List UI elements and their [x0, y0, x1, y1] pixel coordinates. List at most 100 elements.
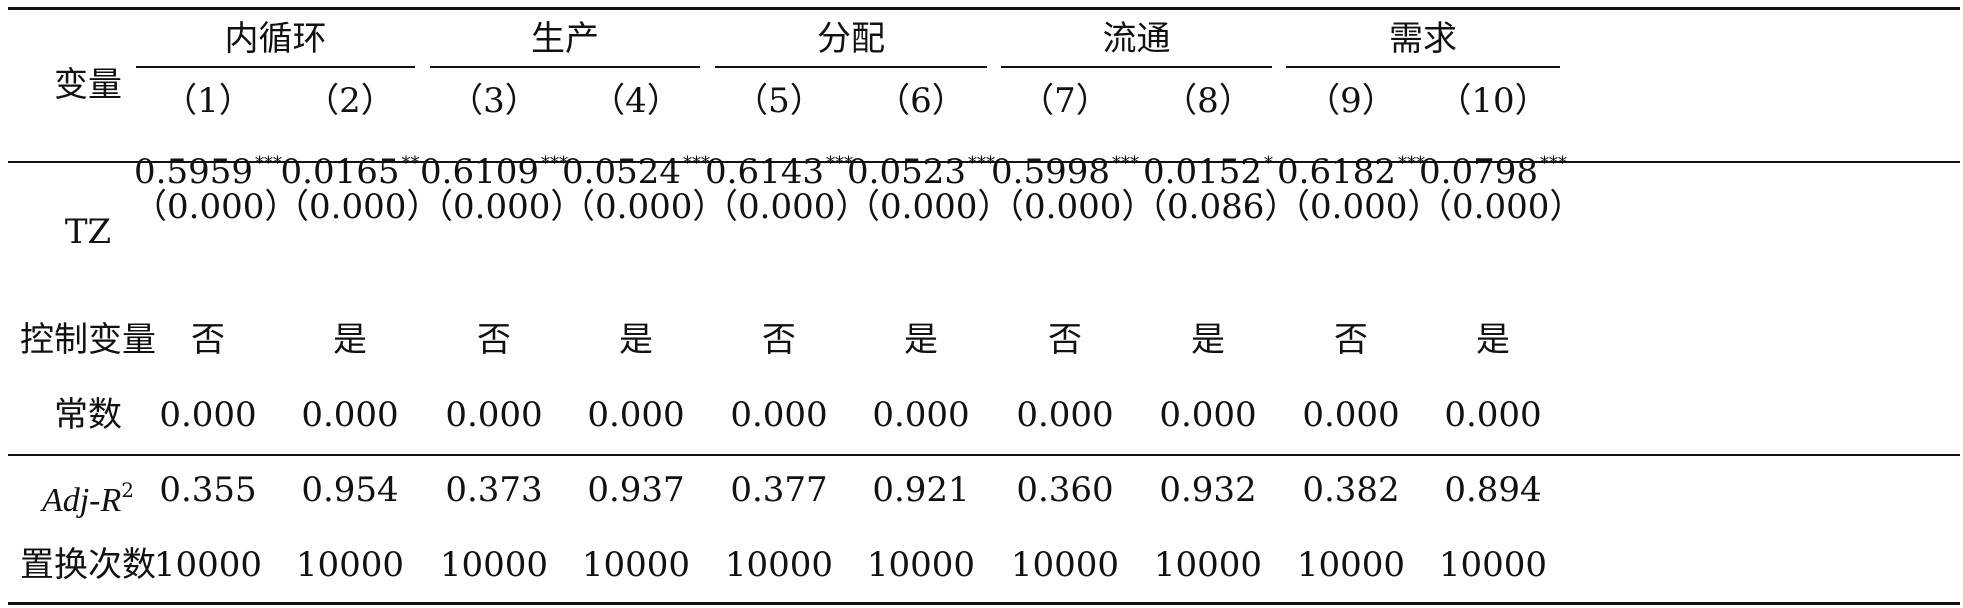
tz-coefficient: 0.0798 ***	[1418, 144, 1568, 192]
significance-stars: ***	[682, 153, 710, 174]
group-header: 生产	[531, 19, 599, 59]
tz-pvalue: （0.000）	[1276, 187, 1442, 227]
constant-value: 0.000	[872, 395, 970, 435]
column-header: （5）	[734, 81, 824, 121]
controls-value: 是	[333, 320, 367, 360]
permutations-value: 10000	[295, 545, 405, 585]
coefficient-value: 0.0152	[1143, 152, 1262, 192]
tz-pvalue: （0.000）	[990, 187, 1156, 227]
variable-header: 变量	[54, 65, 122, 105]
tz-pvalue: （0.000）	[846, 187, 1012, 227]
tz-coefficient: 0.0165 **	[275, 144, 425, 192]
permutations-value: 10000	[1296, 545, 1406, 585]
tz-coefficient: 0.6143 ***	[704, 144, 854, 192]
controls-value: 否	[762, 320, 796, 360]
tz-pvalue: （0.086）	[1133, 187, 1299, 227]
constant-value: 0.000	[445, 395, 543, 435]
controls-value: 否	[477, 320, 511, 360]
constant-value: 0.000	[301, 395, 399, 435]
tz-pvalue: （0.000）	[419, 187, 585, 227]
constant-value: 0.000	[1302, 395, 1400, 435]
tz-coefficient: 0.5998 ***	[990, 144, 1140, 192]
significance-stars: ***	[825, 153, 853, 174]
adj-r2-value: 0.894	[1444, 470, 1542, 510]
adj-r2-value: 0.382	[1302, 470, 1400, 510]
permutations-value: 10000	[1153, 545, 1263, 585]
adj-r2-label: Adj-R2	[41, 478, 135, 519]
column-header: （7）	[1020, 81, 1110, 121]
group-underline	[1286, 66, 1560, 68]
significance-stars: ***	[1397, 153, 1425, 174]
group-underline	[430, 66, 700, 68]
controls-value: 是	[904, 320, 938, 360]
group-header: 流通	[1102, 19, 1171, 59]
constant-value: 0.000	[587, 395, 685, 435]
tz-coefficient: 0.0523 ***	[846, 144, 996, 192]
group-header: 需求	[1389, 19, 1457, 59]
permutations-value: 10000	[866, 545, 976, 585]
coefficient-value: 0.0165	[280, 152, 400, 192]
group-header: 分配	[817, 19, 885, 59]
permutations-value: 10000	[1010, 545, 1120, 585]
bottom-rule	[8, 602, 1960, 605]
tz-label: TZ	[64, 212, 112, 252]
constant-value: 0.000	[1444, 395, 1542, 435]
controls-value: 是	[1191, 320, 1225, 360]
tz-pvalue: （0.000）	[561, 187, 727, 227]
tz-coefficient: 0.6182 ***	[1276, 144, 1426, 192]
group-underline	[715, 66, 987, 68]
column-header: （4）	[591, 81, 681, 121]
group-underline	[1001, 66, 1272, 68]
column-header: （9）	[1306, 81, 1396, 121]
coefficient-value: 0.5998	[991, 152, 1110, 192]
coefficient-value: 0.6182	[1277, 152, 1396, 192]
controls-value: 是	[619, 320, 653, 360]
adj-r2-value: 0.937	[587, 470, 685, 510]
coefficient-value: 0.0524	[562, 152, 681, 192]
permutations-value: 10000	[153, 545, 263, 585]
significance-stars: **	[401, 153, 420, 174]
permutations-value: 10000	[724, 545, 834, 585]
constant-value: 0.000	[730, 395, 828, 435]
permutations-value: 10000	[1438, 545, 1548, 585]
controls-value: 否	[1334, 320, 1368, 360]
column-header: （1）	[163, 81, 253, 121]
adj-r2-value: 0.932	[1159, 470, 1257, 510]
controls-value: 否	[1048, 320, 1082, 360]
header-rule	[8, 161, 1960, 163]
coefficient-value: 0.0798	[1419, 152, 1538, 192]
permutations-label: 置换次数	[20, 545, 156, 585]
group-header: 内循环	[224, 19, 327, 59]
coefficient-value: 0.6143	[705, 152, 824, 192]
tz-coefficient: 0.0524 ***	[561, 144, 711, 192]
column-header: （3）	[449, 81, 539, 121]
column-header: （8）	[1163, 81, 1253, 121]
constant-value: 0.000	[1016, 395, 1114, 435]
adj-r2-value: 0.921	[872, 470, 970, 510]
adj-r2-value: 0.360	[1016, 470, 1114, 510]
controls-value: 否	[191, 320, 225, 360]
column-header: （6）	[876, 81, 966, 121]
top-rule	[8, 7, 1960, 10]
tz-pvalue: （0.000）	[1418, 187, 1584, 227]
adj-r2-value: 0.373	[445, 470, 543, 510]
coefficient-value: 0.6109	[420, 152, 539, 192]
mid-rule	[8, 454, 1960, 456]
tz-pvalue: （0.000）	[133, 187, 299, 227]
permutations-value: 10000	[581, 545, 691, 585]
constant-value: 0.000	[1159, 395, 1257, 435]
adj-r2-value: 0.377	[730, 470, 828, 510]
adj-r2-value: 0.954	[301, 470, 399, 510]
coefficient-value: 0.0523	[847, 152, 966, 192]
significance-stars: ***	[1539, 153, 1567, 174]
column-header: （10）	[1437, 81, 1549, 121]
significance-stars: ***	[967, 153, 995, 174]
tz-pvalue: （0.000）	[275, 187, 441, 227]
significance-stars: ***	[1111, 153, 1139, 174]
permutations-value: 10000	[439, 545, 549, 585]
constant-value: 0.000	[159, 395, 257, 435]
significance-stars: ***	[254, 153, 282, 174]
constant-label: 常数	[54, 395, 122, 435]
column-header: （2）	[305, 81, 395, 121]
tz-coefficient: 0.6109 ***	[419, 144, 569, 192]
